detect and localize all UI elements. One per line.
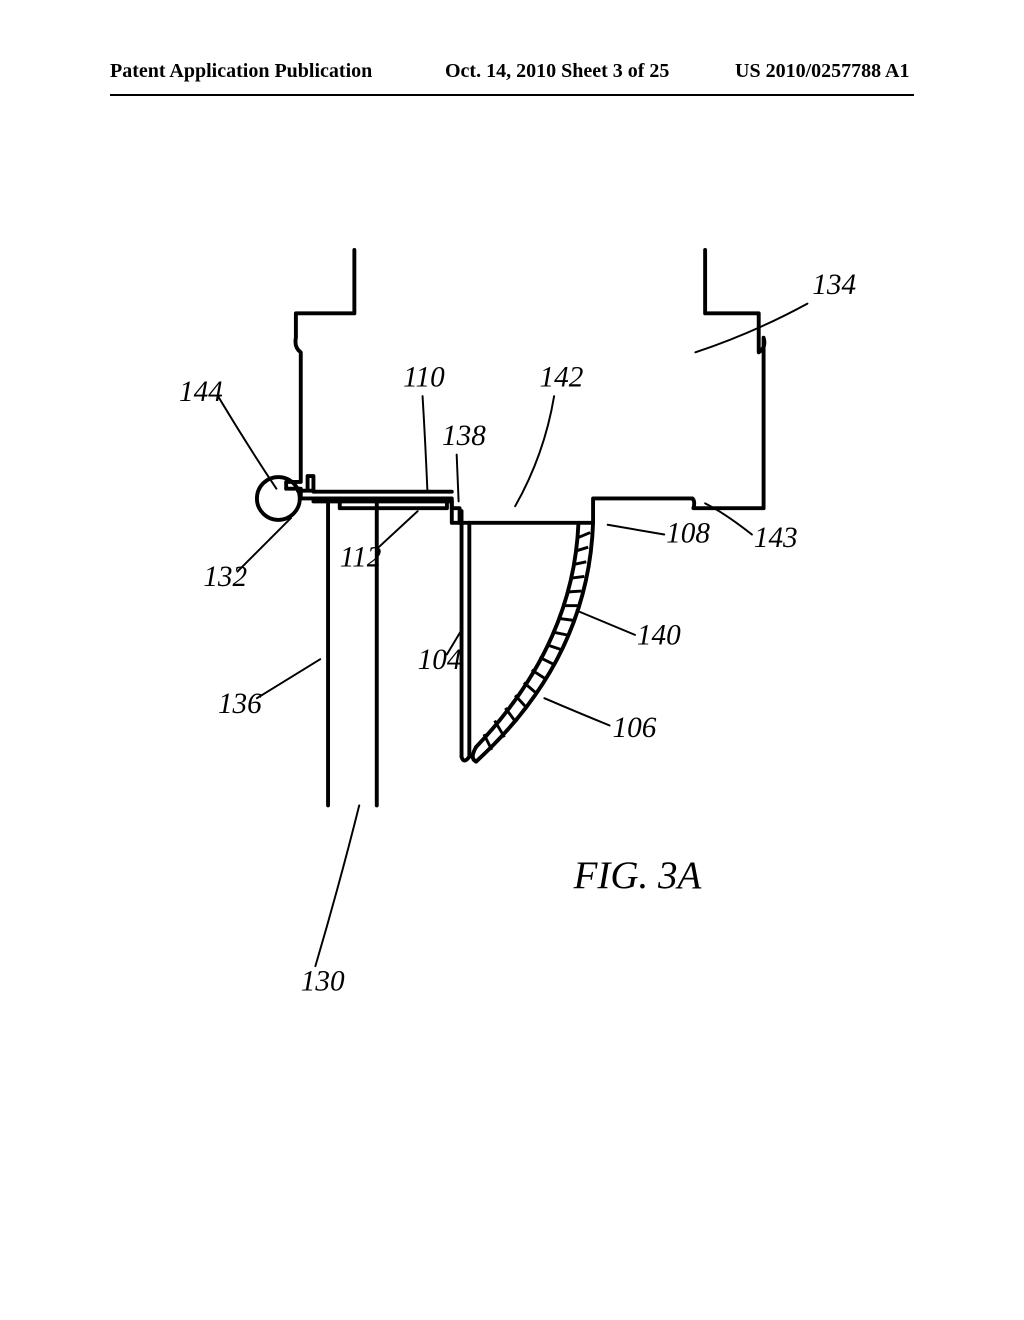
- svg-text:110: 110: [403, 361, 445, 393]
- svg-text:108: 108: [666, 517, 710, 549]
- svg-text:143: 143: [754, 522, 798, 554]
- leader-lines: [218, 304, 807, 967]
- svg-text:134: 134: [812, 269, 856, 301]
- header-right: US 2010/0257788 A1: [735, 60, 909, 83]
- page: Patent Application Publication Oct. 14, …: [0, 0, 1024, 1320]
- header-left: Patent Application Publication: [110, 60, 372, 83]
- svg-text:136: 136: [218, 688, 262, 720]
- svg-text:140: 140: [637, 620, 681, 652]
- svg-text:112: 112: [340, 542, 382, 574]
- svg-text:144: 144: [179, 376, 223, 408]
- figure-svg: 144 132 136 130 110 138 112 104 142 108 143 140 106 1…: [140, 250, 900, 1010]
- svg-text:130: 130: [301, 966, 345, 998]
- svg-text:138: 138: [442, 420, 486, 452]
- svg-text:132: 132: [203, 561, 247, 593]
- header-center: Oct. 14, 2010 Sheet 3 of 25: [445, 60, 669, 83]
- patent-figure: 144 132 136 130 110 138 112 104 142 108 143 140 106 1…: [140, 250, 900, 1010]
- svg-text:104: 104: [418, 644, 462, 676]
- svg-text:106: 106: [613, 712, 657, 744]
- reference-labels: 144 132 136 130 110 138 112 104 142 108 143 140 106 1…: [179, 269, 856, 998]
- header-rule: [110, 94, 914, 96]
- figure-caption: FIG. 3A: [573, 854, 702, 897]
- svg-text:142: 142: [539, 361, 583, 393]
